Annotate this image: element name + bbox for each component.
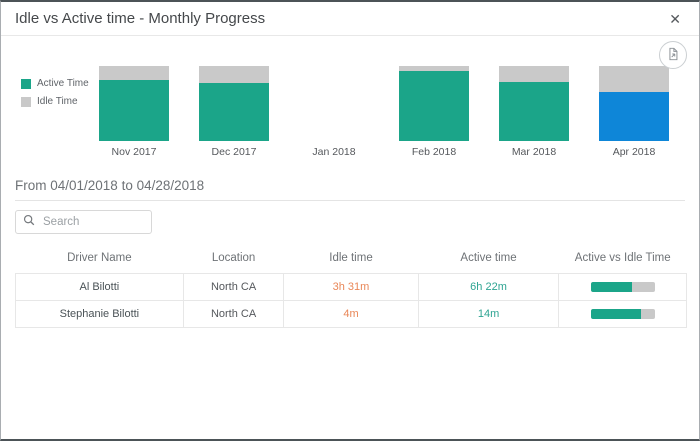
column-header-location: Location	[211, 252, 256, 264]
table-header-row: Driver Name Location Idle time Active time A…	[16, 242, 687, 274]
chart-slot-dec-2017: Dec 2017	[184, 66, 284, 158]
active-segment	[399, 71, 469, 141]
chart-plot-area: Nov 2017 Dec 2017 Jan 2018 Feb 2018 Mar 2018…	[84, 66, 684, 158]
monthly-stacked-chart: Active Time Idle Time Nov 2017 Dec 2017 Ja…	[1, 66, 699, 158]
legend-item-active: Active Time	[21, 78, 89, 89]
active-time-swatch	[21, 78, 31, 89]
location-cell: North CA	[182, 273, 285, 301]
column-header-driver-name: Driver Name	[67, 252, 132, 264]
active-segment	[499, 81, 569, 141]
stacked-bar-nov-2017[interactable]	[99, 66, 169, 141]
idle-segment	[199, 66, 269, 83]
idle-time-swatch	[21, 96, 31, 107]
chart-slot-nov-2017: Nov 2017	[84, 66, 184, 158]
column-header-active-time: Active time	[460, 252, 517, 264]
active-vs-idle-bar	[590, 282, 655, 293]
active-time-cell: 14m	[417, 300, 560, 328]
active-segment	[99, 79, 169, 141]
active-segment-selected	[599, 92, 669, 141]
active-vs-idle-bar	[590, 309, 655, 320]
search-input[interactable]	[41, 215, 144, 229]
idle-time-cell: 4m	[283, 300, 419, 328]
active-ratio-fill	[590, 309, 641, 320]
chart-slot-apr-2018: Apr 2018	[584, 66, 684, 158]
idle-time-cell: 3h 31m	[283, 273, 419, 301]
idle-segment	[399, 66, 469, 72]
close-icon: ✕	[669, 10, 681, 27]
table-row[interactable]: Al Bilotti North CA 3h 31m 6h 22m	[15, 273, 687, 301]
month-label: Mar 2018	[511, 146, 557, 158]
active-ratio-fill	[590, 282, 632, 293]
legend-label: Idle Time	[37, 96, 78, 107]
export-report-icon	[666, 47, 680, 64]
export-report-button[interactable]	[659, 41, 687, 69]
search-icon	[23, 213, 35, 231]
dialog-titlebar: Idle vs Active time - Monthly Progress ✕	[1, 2, 699, 36]
month-label: Dec 2017	[211, 146, 257, 158]
drivers-table: Driver Name Location Idle time Active time A…	[15, 242, 687, 328]
close-button[interactable]: ✕	[665, 10, 685, 28]
location-cell: North CA	[182, 300, 285, 328]
chart-slot-mar-2018: Mar 2018	[484, 66, 584, 158]
month-label: Apr 2018	[612, 146, 656, 158]
month-label: Nov 2017	[111, 146, 157, 158]
stacked-bar-jan-2018	[299, 66, 369, 141]
table-row[interactable]: Stephanie Bilotti North CA 4m 14m	[15, 300, 687, 328]
date-range-heading: From 04/01/2018 to 04/28/2018	[15, 178, 685, 201]
stacked-bar-dec-2017[interactable]	[199, 66, 269, 141]
stacked-bar-apr-2018[interactable]	[599, 66, 669, 141]
idle-segment	[499, 66, 569, 82]
page-title: Idle vs Active time - Monthly Progress	[15, 10, 266, 27]
column-header-idle-time: Idle time	[329, 252, 373, 264]
active-time-cell: 6h 22m	[417, 273, 560, 301]
idle-segment	[599, 66, 669, 93]
active-segment	[199, 82, 269, 141]
month-label: Jan 2018	[312, 146, 356, 158]
chart-slot-feb-2018: Feb 2018	[384, 66, 484, 158]
legend-label: Active Time	[37, 78, 89, 89]
driver-name-cell: Stephanie Bilotti	[15, 300, 184, 328]
legend-item-idle: Idle Time	[21, 96, 84, 107]
active-vs-idle-cell	[558, 300, 687, 328]
month-label: Feb 2018	[411, 146, 457, 158]
chart-legend: Active Time Idle Time	[21, 66, 89, 158]
driver-name-cell: Al Bilotti	[15, 273, 184, 301]
idle-segment	[99, 66, 169, 80]
stacked-bar-mar-2018[interactable]	[499, 66, 569, 141]
chart-slot-jan-2018: Jan 2018	[284, 66, 384, 158]
active-vs-idle-cell	[558, 273, 687, 301]
stacked-bar-feb-2018[interactable]	[399, 66, 469, 141]
column-header-active-vs-idle-time: Active vs Idle Time	[574, 252, 671, 264]
search-box[interactable]	[15, 210, 152, 234]
